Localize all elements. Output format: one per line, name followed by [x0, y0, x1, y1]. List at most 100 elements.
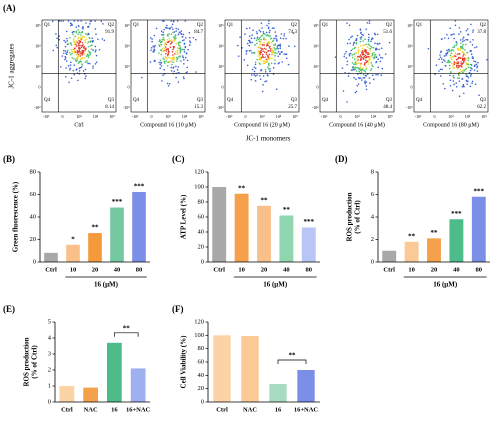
density-dot	[175, 65, 177, 68]
density-dot	[69, 64, 72, 66]
quadrant-value: 37.8	[477, 30, 486, 35]
density-dot	[357, 46, 360, 49]
density-dot	[288, 45, 290, 47]
density-dot	[84, 39, 86, 42]
density-dot	[364, 38, 366, 40]
density-dot	[456, 77, 459, 79]
density-dot	[465, 57, 467, 59]
bar	[44, 252, 58, 262]
density-dot	[64, 50, 67, 52]
density-dot	[177, 44, 180, 46]
density-dot	[64, 45, 67, 48]
density-dot	[443, 37, 446, 39]
density-dot	[469, 50, 472, 52]
x-tick-label: 10	[238, 266, 245, 273]
density-dot	[444, 60, 446, 62]
density-dot	[438, 58, 440, 61]
density-dot	[245, 50, 248, 53]
density-dot	[170, 60, 173, 63]
density-dot	[254, 63, 257, 66]
density-dot	[90, 48, 93, 51]
density-dot	[455, 85, 458, 88]
density-dot	[353, 76, 355, 79]
density-dot	[363, 70, 366, 72]
bar	[449, 219, 464, 262]
quadrant-label: Q1	[227, 23, 234, 28]
density-dot	[452, 66, 454, 69]
x-tick-label: 10⁵	[292, 114, 298, 119]
density-dot	[452, 80, 455, 82]
density-dot	[172, 61, 174, 64]
density-dot	[246, 64, 249, 67]
density-dot	[169, 46, 172, 48]
density-dot	[367, 60, 370, 63]
density-dot	[371, 64, 373, 67]
density-dot	[71, 24, 73, 26]
x-tick-label: 10⁵	[198, 114, 204, 119]
density-dot	[358, 70, 361, 73]
x-tick-label: 10	[408, 266, 415, 273]
density-dot	[463, 60, 465, 62]
density-dot	[478, 94, 480, 97]
density-dot	[262, 38, 265, 41]
significance-label: **	[283, 206, 291, 214]
density-dot	[185, 52, 188, 54]
density-dot	[462, 38, 464, 40]
density-dot	[469, 75, 472, 77]
density-dot	[181, 48, 184, 51]
y-tick-label: 10⁵	[35, 23, 41, 28]
density-dot	[173, 31, 176, 33]
density-dot	[80, 52, 82, 55]
density-dot	[265, 58, 268, 61]
quadrant-value: 74.3	[288, 30, 297, 35]
density-dot	[353, 67, 356, 69]
density-dot	[161, 47, 164, 50]
density-dot	[269, 57, 271, 60]
density-dot	[377, 73, 379, 76]
density-dot	[367, 43, 370, 45]
density-dot	[279, 47, 282, 50]
density-dot	[465, 63, 468, 66]
y-tick-label: 60	[30, 191, 37, 198]
density-dot	[462, 61, 465, 64]
density-dot	[65, 60, 68, 62]
density-dot	[449, 79, 452, 82]
density-dot	[457, 61, 459, 63]
density-dot	[178, 31, 181, 34]
x-tick-label: 10	[70, 266, 77, 273]
density-dot	[65, 30, 68, 33]
density-dot	[355, 70, 358, 72]
y-tick-label: 10⁴	[407, 43, 413, 48]
density-dot	[163, 44, 166, 46]
y-tick-label: 10⁵	[124, 23, 130, 28]
density-dot	[179, 45, 181, 47]
density-dot	[346, 42, 349, 45]
density-dot	[256, 32, 258, 35]
density-dot	[140, 76, 143, 79]
density-dot	[439, 75, 442, 77]
density-dot	[63, 39, 65, 42]
density-dot	[461, 51, 463, 53]
density-dot	[69, 24, 72, 27]
density-dot	[269, 50, 272, 52]
density-dot	[285, 57, 288, 60]
density-dot	[266, 44, 268, 47]
density-dot	[371, 54, 374, 57]
density-dot	[463, 52, 465, 55]
density-dot	[353, 53, 355, 56]
density-dot	[453, 55, 456, 57]
density-dot	[453, 46, 456, 48]
density-dot	[486, 58, 488, 61]
density-dot	[472, 31, 474, 33]
density-dot	[449, 54, 452, 57]
density-dot	[167, 60, 169, 63]
bar	[257, 205, 271, 262]
density-dot	[260, 22, 263, 24]
density-dot	[94, 45, 97, 48]
density-dot	[94, 50, 97, 53]
density-dot	[354, 61, 357, 64]
density-dot	[186, 59, 189, 62]
density-dot	[168, 56, 170, 59]
density-dot	[66, 37, 68, 40]
density-dot	[355, 39, 358, 41]
